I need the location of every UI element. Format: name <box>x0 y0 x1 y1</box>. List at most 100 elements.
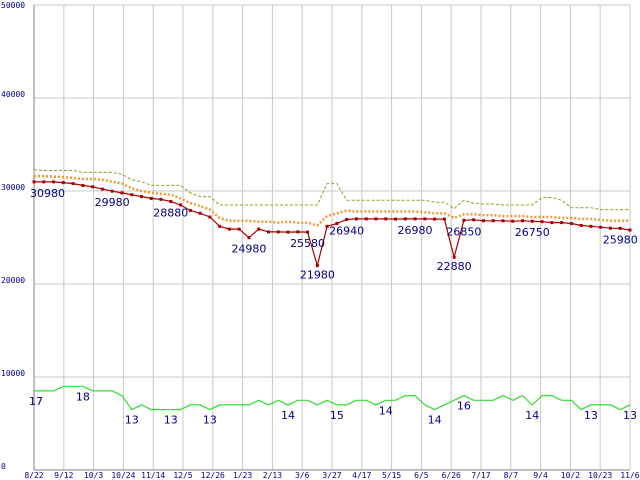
count-data-label: 15 <box>330 409 344 422</box>
x-tick-label: 10/23 <box>588 471 612 480</box>
min-price-point <box>423 217 427 221</box>
price-data-label: 29980 <box>95 196 130 209</box>
y-tick-label: 10000 <box>1 369 25 378</box>
x-tick-label: 8/22 <box>24 471 43 480</box>
min-price-point <box>276 230 280 234</box>
x-tick-label: 12/26 <box>201 471 225 480</box>
min-price-point <box>433 217 437 221</box>
x-tick-label: 12/5 <box>173 471 192 480</box>
series-line-count <box>34 385 631 411</box>
min-price-point <box>61 181 65 185</box>
min-price-point <box>374 217 378 221</box>
series-line-min-price <box>34 181 631 268</box>
series-lines <box>32 169 632 411</box>
x-tick-label: 11/14 <box>141 471 165 480</box>
min-price-point <box>560 221 564 225</box>
price-data-label: 24980 <box>231 243 266 256</box>
min-price-point <box>159 197 163 201</box>
x-tick-label: 10/2 <box>561 471 580 480</box>
min-price-point <box>296 230 300 234</box>
count-data-label: 16 <box>457 400 471 413</box>
data-labels: 30980 29980 28880 24980 25580 21980 26940 26980… <box>29 187 638 427</box>
price-data-label: 26940 <box>329 224 364 237</box>
min-price-point <box>42 180 46 184</box>
min-price-point <box>120 191 124 195</box>
x-tick-label: 3/27 <box>322 471 341 480</box>
min-price-point <box>569 222 573 226</box>
x-tick-label: 11/6 <box>620 471 639 480</box>
min-price-point <box>354 217 358 221</box>
min-price-point <box>32 180 36 184</box>
count-data-label: 14 <box>281 409 295 422</box>
min-price-point <box>472 218 476 222</box>
min-price-point <box>237 227 241 231</box>
min-price-point <box>550 221 554 225</box>
min-price-point <box>394 217 398 221</box>
min-price-point <box>208 215 212 219</box>
min-price-point <box>579 223 583 227</box>
min-price-point <box>491 219 495 223</box>
min-price-point <box>247 236 251 240</box>
min-price-point <box>71 182 75 186</box>
count-data-label: 13 <box>164 414 178 427</box>
x-tick-label: 4/17 <box>352 471 371 480</box>
x-tick-label: 9/4 <box>533 471 548 480</box>
min-price-point <box>188 209 192 213</box>
min-price-point <box>257 227 261 231</box>
x-tick-label: 10/3 <box>84 471 103 480</box>
y-tick-label: 50000 <box>1 1 25 10</box>
min-price-point <box>149 196 153 200</box>
min-price-point <box>501 219 505 223</box>
min-price-point <box>481 219 485 223</box>
min-price-point <box>169 199 173 203</box>
min-price-point <box>530 219 534 223</box>
min-price-point <box>608 226 612 230</box>
price-data-label: 30980 <box>30 187 65 200</box>
count-data-label: 14 <box>525 409 539 422</box>
price-data-label: 21980 <box>300 269 335 282</box>
min-price-point <box>540 220 544 224</box>
min-price-point <box>403 217 407 221</box>
min-price-point <box>266 230 270 234</box>
count-data-label: 14 <box>379 404 393 417</box>
price-data-label: 28880 <box>153 206 188 219</box>
min-price-point <box>364 217 368 221</box>
x-tick-label: 6/26 <box>442 471 461 480</box>
x-tick-label: 10/24 <box>111 471 135 480</box>
min-price-point <box>227 227 231 231</box>
x-tick-label: 8/7 <box>504 471 519 480</box>
price-data-label: 26980 <box>398 224 433 237</box>
min-price-point <box>335 222 339 226</box>
min-price-point <box>100 187 104 191</box>
min-price-point <box>511 219 515 223</box>
x-tick-labels: 8/22 9/12 10/3 10/24 11/14 12/5 12/26 1/23 2/13 3… <box>24 471 639 480</box>
price-data-label: 25980 <box>603 233 638 246</box>
x-tick-label: 1/23 <box>233 471 252 480</box>
count-data-label: 17 <box>29 395 43 408</box>
x-tick-label: 3/6 <box>295 471 310 480</box>
min-price-point <box>452 255 456 259</box>
price-data-label: 22880 <box>437 260 472 273</box>
y-tick-labels: 0 10000 20000 30000 40000 50000 <box>1 1 25 471</box>
min-price-point <box>110 189 114 193</box>
min-price-point <box>52 180 56 184</box>
gridlines <box>33 4 631 471</box>
series-line-average-price <box>34 174 630 227</box>
price-data-label: 26850 <box>446 225 481 238</box>
x-tick-label: 2/13 <box>263 471 282 480</box>
price-data-label: 26750 <box>515 226 550 239</box>
count-data-label: 14 <box>428 414 442 427</box>
x-tick-label: 6/5 <box>414 471 429 480</box>
min-price-point <box>286 230 290 234</box>
min-price-point <box>345 217 349 221</box>
count-data-label: 13 <box>623 409 637 422</box>
min-price-point <box>384 217 388 221</box>
x-tick-label: 9/12 <box>54 471 73 480</box>
y-tick-label: 0 <box>1 462 6 471</box>
x-tick-label: 5/15 <box>382 471 401 480</box>
count-data-label: 18 <box>76 390 90 403</box>
y-tick-label: 30000 <box>1 183 25 192</box>
axes <box>33 5 630 471</box>
count-data-label: 13 <box>584 409 598 422</box>
